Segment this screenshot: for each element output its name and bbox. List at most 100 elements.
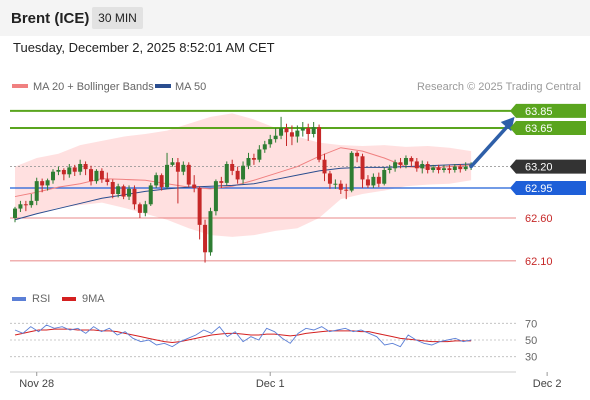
- candle-body: [56, 170, 61, 172]
- candle-body: [159, 175, 164, 188]
- candle-body: [121, 186, 126, 197]
- candle-body: [420, 164, 425, 169]
- candle-body: [436, 167, 441, 170]
- candle-body: [61, 170, 66, 175]
- candle-body: [148, 185, 153, 205]
- rsi-legend-swatch: [12, 297, 26, 301]
- candle-body: [67, 167, 72, 175]
- candle-body: [72, 167, 77, 172]
- ma20-legend-label: MA 20 + Bollinger Bands: [33, 81, 154, 93]
- candle-body: [213, 181, 218, 212]
- candle-body: [463, 166, 468, 170]
- level-label-box-63.20: [510, 159, 586, 174]
- level-label-layer: 63.85 63.65 63.20 62.95 62.60 62.10: [510, 103, 586, 268]
- ma20-legend-swatch: [12, 84, 28, 88]
- candle-body: [116, 186, 121, 194]
- candle-body: [452, 166, 457, 170]
- chart-datetime: Tuesday, December 2, 2025 8:52:01 AM CET: [13, 40, 275, 55]
- candle-body: [251, 158, 256, 160]
- candle-body: [230, 164, 235, 171]
- level-label-62.95: 62.95: [525, 183, 553, 195]
- candle-body: [414, 161, 419, 169]
- candle-body: [170, 162, 175, 165]
- candle-body: [110, 182, 115, 194]
- interval-badge[interactable]: 30 MIN: [92, 7, 143, 29]
- candle-body: [398, 162, 403, 165]
- rsi-tick-label-70: 70: [525, 318, 537, 330]
- candle-body: [192, 184, 197, 188]
- ma50-legend-label: MA 50: [175, 81, 206, 93]
- candle-body: [23, 204, 28, 206]
- candle-body: [197, 188, 202, 225]
- level-label-box-62.95: [510, 181, 586, 195]
- level-label-63.20: 63.20: [525, 162, 553, 174]
- candle-body: [241, 165, 246, 180]
- candle-body: [105, 179, 110, 182]
- candle-body: [34, 181, 39, 201]
- candle-body: [360, 156, 365, 180]
- candle-body: [289, 132, 294, 137]
- rsi-panel: 70 50 30: [10, 318, 537, 364]
- candle-body: [409, 158, 414, 162]
- candle-body: [425, 164, 430, 170]
- x-tick-label: Nov 28: [19, 378, 54, 390]
- candle-body: [355, 152, 360, 157]
- candle-body: [279, 128, 284, 136]
- candle-body: [99, 170, 104, 180]
- candle-body: [393, 162, 398, 169]
- candle-body: [186, 164, 191, 185]
- candle-body: [127, 188, 132, 197]
- candle-body: [45, 180, 50, 186]
- forecast-arrow-layer: [469, 116, 515, 169]
- rsi-line: [14, 324, 472, 348]
- candle-body: [89, 169, 94, 182]
- candle-body: [387, 168, 392, 170]
- candle-body: [224, 164, 229, 183]
- candle-body: [268, 139, 273, 145]
- candle-body: [306, 128, 311, 134]
- candle-body: [317, 127, 322, 160]
- candle-body: [447, 168, 452, 170]
- candle-body: [333, 183, 338, 185]
- candle-body: [137, 204, 142, 213]
- candle-body: [94, 170, 99, 182]
- level-label-box-63.65: [510, 121, 586, 135]
- x-tick-label: Dec 1: [256, 378, 285, 390]
- candle-body: [349, 152, 354, 191]
- candle-body: [371, 176, 376, 186]
- candle-body: [327, 173, 332, 184]
- level-label-62.10: 62.10: [525, 256, 553, 268]
- candle-body: [441, 168, 446, 170]
- candle-body: [143, 204, 148, 213]
- candle-body: [132, 188, 137, 205]
- candle-body: [376, 176, 381, 184]
- level-label-63.65: 63.65: [525, 123, 553, 135]
- candle-body: [219, 181, 224, 183]
- candle-body: [262, 144, 267, 150]
- candle-body: [311, 127, 316, 134]
- credit-label: Research © 2025 Trading Central: [417, 81, 581, 93]
- ma50-legend-swatch: [155, 84, 171, 88]
- level-label-63.85: 63.85: [525, 106, 553, 118]
- level-label-box-63.85: [510, 103, 586, 118]
- candles-layer: [13, 116, 474, 263]
- candle-body: [338, 183, 343, 190]
- candle-body: [300, 128, 305, 131]
- rsi-ma-legend-label: 9MA: [82, 293, 105, 305]
- candle-body: [154, 175, 159, 186]
- candle-body: [18, 204, 23, 209]
- candle-body: [13, 208, 17, 218]
- rsi-ma-line: [14, 328, 472, 344]
- candle-body: [208, 211, 213, 253]
- x-tick-label: Dec 2: [533, 378, 562, 390]
- candle-body: [431, 167, 436, 170]
- candle-body: [78, 164, 83, 172]
- rsi-legend-label: RSI: [32, 293, 50, 305]
- candle-body: [246, 158, 251, 166]
- rsi-tick-label-30: 30: [525, 352, 537, 364]
- level-layer: [10, 109, 516, 262]
- candle-body: [83, 164, 88, 170]
- rsi-tick-label-50: 50: [525, 335, 537, 347]
- candle-body: [257, 149, 262, 160]
